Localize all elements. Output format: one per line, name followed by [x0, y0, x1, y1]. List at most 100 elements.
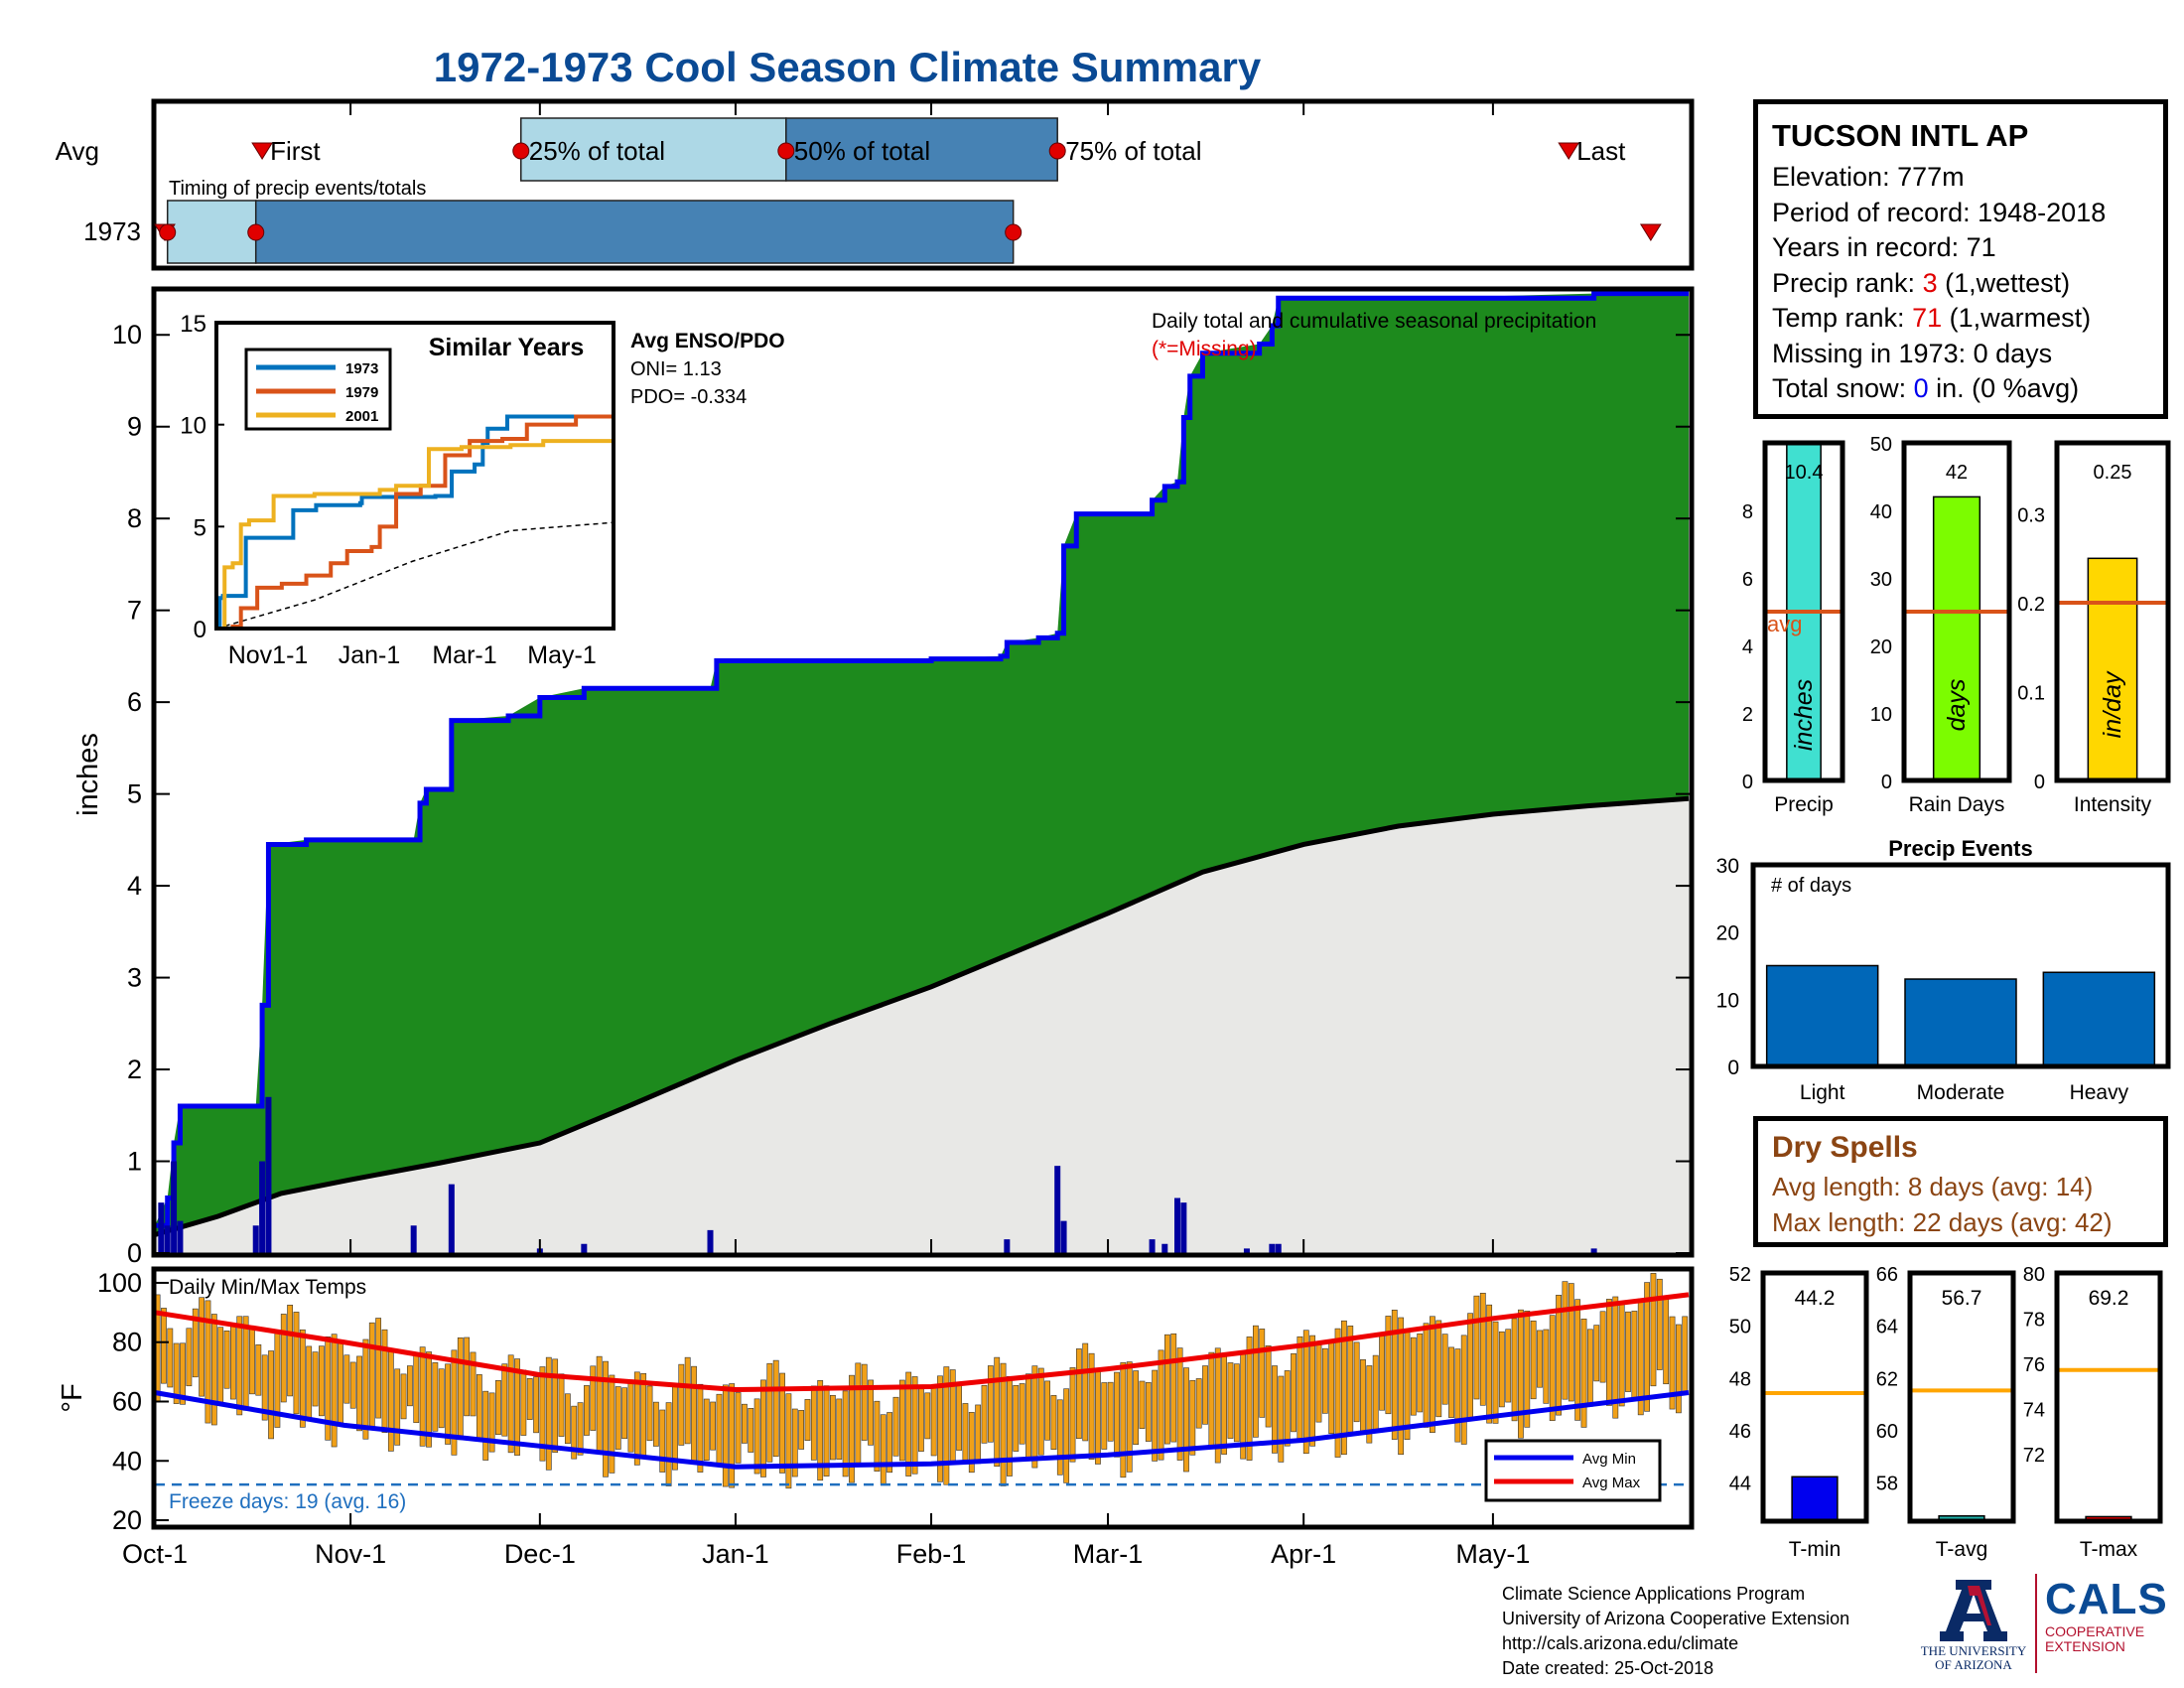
- precip-events-title: Precip Events: [1888, 836, 2033, 861]
- temp-bar: [1227, 1362, 1234, 1439]
- daily-precip-bar: [1243, 1248, 1250, 1253]
- enso-pdo: PDO= -0.334: [630, 386, 747, 408]
- inset-xtick-label: Nov1-1: [228, 641, 309, 669]
- xtick-label: Apr-1: [1271, 1539, 1336, 1569]
- temp-bar: [646, 1385, 653, 1442]
- y1973-q2-q3-box: [254, 200, 1015, 264]
- avg-p25-marker: [512, 142, 530, 160]
- temp-bar: [338, 1341, 343, 1426]
- avg-q2-q3-box: [785, 117, 1058, 182]
- temp-mini-ytick-label: 50: [1729, 1317, 1751, 1338]
- temp-bar: [1297, 1336, 1303, 1441]
- temp-bar: [1120, 1361, 1127, 1478]
- temp-bar: [1152, 1369, 1159, 1462]
- temp-bar: [1069, 1367, 1076, 1463]
- daily-precip-bar: [1275, 1243, 1282, 1253]
- temp-bar: [1334, 1328, 1341, 1458]
- temp-bar: [325, 1336, 332, 1441]
- temp-bar: [652, 1401, 659, 1447]
- temp-mini-ytick-label: 66: [1876, 1264, 1898, 1286]
- temp-mini-value: 56.7: [1942, 1287, 1982, 1310]
- temp-bar: [1353, 1341, 1360, 1423]
- temp-bar: [1114, 1371, 1120, 1458]
- temp-bar: [268, 1350, 274, 1440]
- temp-bar: [192, 1308, 199, 1378]
- footer-line-1: Climate Science Applications Program: [1502, 1584, 1806, 1604]
- temp-bar: [1498, 1331, 1505, 1408]
- mini-value-label: 10.4: [1785, 462, 1824, 484]
- temp-bar: [1252, 1325, 1259, 1438]
- temp-bar: [760, 1379, 766, 1477]
- avg-min-line: [154, 1390, 1690, 1470]
- temp-bar: [564, 1393, 571, 1445]
- temp-rank-label: Temp rank:: [1772, 303, 1913, 333]
- mini-ytick-label: 0.2: [2017, 594, 2045, 616]
- temp-bar: [526, 1378, 533, 1420]
- temp-bar: [539, 1366, 546, 1462]
- temp-bar: [1208, 1351, 1215, 1447]
- temp-bar: [1511, 1318, 1518, 1422]
- temp-ytick-label: 20: [112, 1505, 142, 1535]
- precip-rank-value: 3: [1922, 267, 1938, 298]
- precip-rank-line: Precip rank: 3 (1,wettest): [1772, 266, 2149, 302]
- label-first: First: [270, 136, 321, 166]
- precip-panel-title: Daily total and cumulative seasonal prec…: [1152, 310, 1596, 333]
- temp-mini-ytick-label: 58: [1876, 1474, 1898, 1495]
- temp-bar: [968, 1412, 975, 1474]
- cals-sub-2: EXTENSION: [2045, 1638, 2125, 1654]
- temp-bar: [1170, 1333, 1177, 1443]
- dry-spells-box: Dry Spells Avg length: 8 days (avg: 14) …: [1753, 1116, 2168, 1247]
- inset-series-1979: [216, 406, 615, 631]
- temp-bar: [1082, 1342, 1089, 1442]
- temp-bar: [1133, 1370, 1139, 1446]
- precip-rank-label: Precip rank:: [1772, 267, 1923, 298]
- inset-legend-label: 1973: [345, 360, 378, 377]
- missing-value: 0 days: [1973, 338, 2053, 368]
- timeline-row-label-1973: 1973: [83, 216, 141, 246]
- temp-bar: [1586, 1329, 1593, 1407]
- daily-precip-bar: [1060, 1220, 1067, 1253]
- temp-bar: [609, 1374, 615, 1474]
- temp-bar: [387, 1350, 394, 1452]
- temp-bar: [842, 1390, 849, 1477]
- temp-bar: [855, 1362, 862, 1464]
- temp-mini-ytick-label: 44: [1729, 1474, 1751, 1495]
- temp-bar: [937, 1375, 943, 1482]
- label-p75: 75% of total: [1065, 136, 1201, 166]
- temp-bar: [729, 1383, 736, 1488]
- y1973-q1-q2-box: [166, 200, 257, 264]
- xtick-label: May-1: [1455, 1539, 1530, 1569]
- temp-bar: [1321, 1347, 1328, 1414]
- precip-ytick-label: 7: [127, 596, 142, 626]
- y1973-p0-marker: [159, 223, 177, 241]
- precip-panel-frame: [151, 286, 1695, 1258]
- temp-bar: [419, 1346, 426, 1447]
- ua-line-1: THE UNIVERSITY: [1920, 1643, 2027, 1658]
- temp-mini-ytick-label: 46: [1729, 1421, 1751, 1443]
- inset-title: Similar Years: [429, 334, 585, 361]
- temp-bar: [1656, 1278, 1663, 1370]
- temp-bar: [445, 1363, 451, 1445]
- temp-bar: [432, 1361, 439, 1432]
- temp-bar: [1479, 1293, 1486, 1406]
- temp-bar: [482, 1390, 489, 1461]
- temp-bar: [956, 1384, 962, 1451]
- temp-bar: [488, 1392, 495, 1453]
- precip-mini-frame-2: [2054, 440, 2171, 783]
- event-ytick-label: 20: [1716, 922, 1739, 945]
- temp-ytick-label: 40: [112, 1446, 142, 1476]
- years-line: Years in record: 71: [1772, 230, 2149, 266]
- avg-p75-marker: [1048, 142, 1066, 160]
- y1973-last-marker: [1639, 223, 1662, 241]
- temp-mini-frame-2: [2054, 1270, 2163, 1524]
- temp-bar: [1404, 1330, 1411, 1440]
- temp-mini-ytick-label: 64: [1876, 1317, 1898, 1338]
- temp-bar: [223, 1331, 230, 1389]
- y1973-p75-marker: [1005, 223, 1023, 241]
- temp-bar-t-min: [1791, 1476, 1839, 1522]
- temp-bar: [766, 1362, 773, 1463]
- temp-bar: [349, 1361, 356, 1409]
- temp-bar: [413, 1352, 420, 1424]
- temp-bar: [1580, 1319, 1587, 1428]
- temp-bar: [1025, 1373, 1031, 1460]
